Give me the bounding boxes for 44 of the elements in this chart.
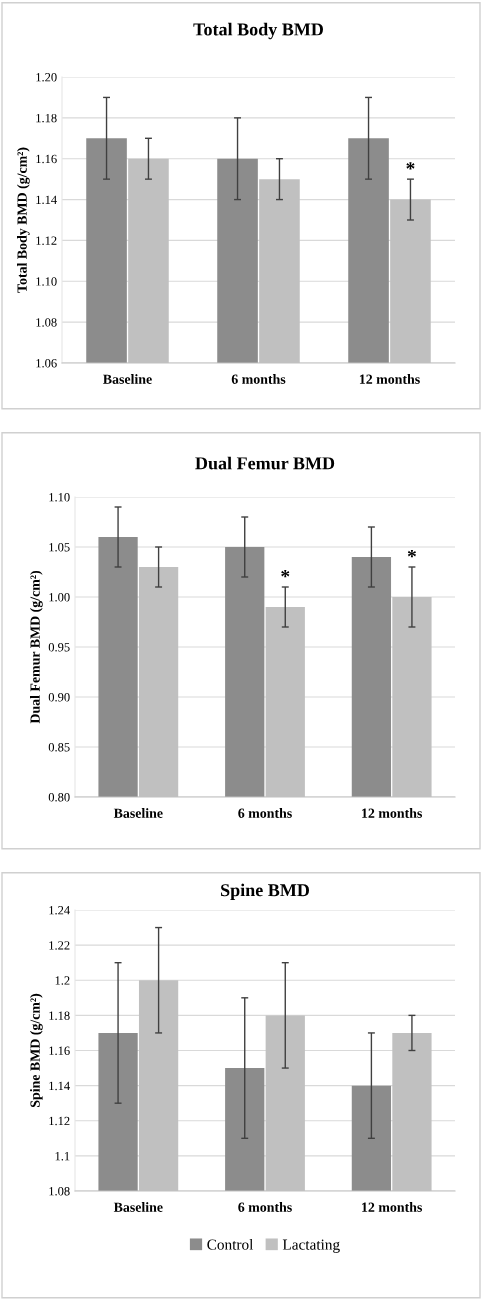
y-tick-label: 1.14 — [49, 1081, 70, 1091]
x-tick-label: 6 months — [238, 1202, 292, 1212]
y-tick-label: 1.24 — [49, 906, 70, 915]
legend-label: Lactating — [282, 1239, 340, 1253]
y-tick-label: 1.2 — [55, 976, 70, 985]
y-tick-label: 0.90 — [48, 693, 70, 702]
y-tick-label: 1.18 — [49, 1011, 70, 1020]
y-tick-label: 1.14 — [36, 195, 57, 205]
legend-label: Control — [207, 1239, 254, 1250]
y-tick-label: 1.16 — [49, 1046, 70, 1056]
x-tick-label: 12 months — [359, 374, 420, 384]
y-tick-label: 0.95 — [48, 643, 70, 652]
x-tick-label: 6 months — [231, 374, 286, 384]
y-tick-label: 1.22 — [49, 941, 70, 950]
y-axis-title: Dual Femur BMD (g/cm²) — [30, 571, 43, 724]
y-tick-label: 1.12 — [49, 1116, 70, 1126]
chart-title: Spine BMD — [221, 883, 310, 900]
y-tick-label: 1.05 — [49, 543, 70, 552]
y-tick-label: 1.16 — [36, 154, 57, 164]
y-tick-label: 1.18 — [36, 113, 57, 123]
x-tick-label: Baseline — [113, 808, 163, 818]
x-tick-label: Baseline — [103, 374, 152, 384]
annotation: * — [281, 570, 290, 578]
x-tick-label: 6 months — [238, 808, 292, 818]
chart-title: Dual Femur BMD — [195, 456, 335, 470]
y-tick-label: 1.06 — [36, 359, 57, 368]
y-tick-label: 1.08 — [36, 318, 57, 327]
y-axis-title: Spine BMD (g/cm²) — [30, 993, 43, 1108]
chart-title: Total Body BMD — [193, 22, 323, 40]
x-tick-label: 12 months — [362, 808, 422, 818]
y-axis-title: Total Body BMD (g/cm²) — [17, 147, 30, 293]
y-tick-label: 1.20 — [36, 73, 57, 82]
y-tick-label: 1.08 — [49, 1187, 70, 1196]
y-tick-label: 1.1 — [55, 1151, 70, 1161]
y-tick-label: 1.12 — [36, 236, 57, 245]
y-tick-label: 1.10 — [36, 277, 57, 286]
y-tick-label: 0.85 — [48, 743, 70, 752]
y-tick-label: 0.80 — [48, 793, 70, 802]
x-tick-label: 12 months — [362, 1202, 422, 1212]
y-tick-label: 1.10 — [49, 493, 70, 502]
x-tick-label: Baseline — [113, 1202, 163, 1212]
annotation: * — [407, 550, 416, 558]
y-tick-label: 1.00 — [49, 593, 70, 602]
annotation: * — [406, 162, 415, 170]
